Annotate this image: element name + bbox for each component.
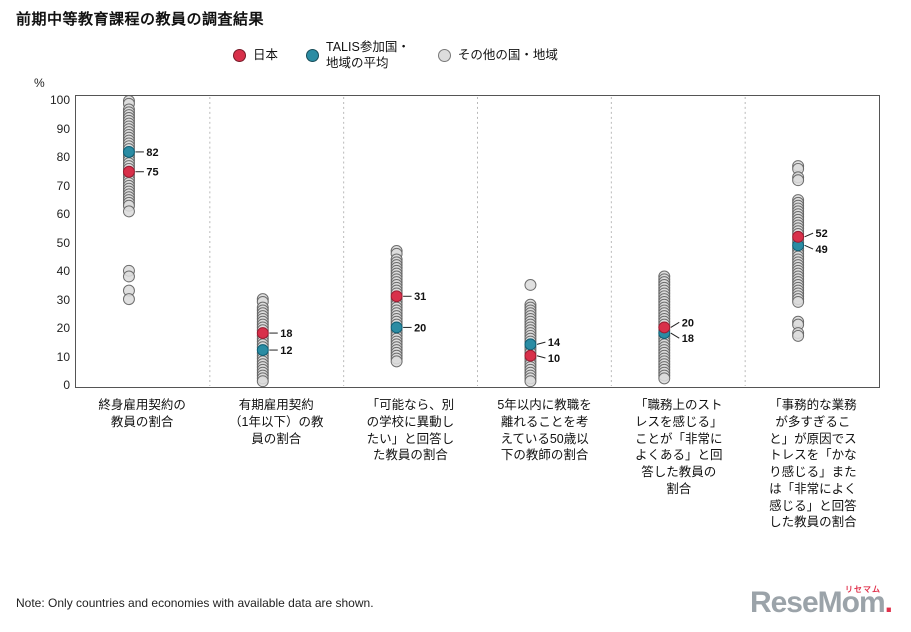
category-label: 「可能なら、別 の学校に異動し たい」と回答し た教員の割合 bbox=[366, 398, 455, 463]
data-point-japan bbox=[122, 165, 135, 178]
y-tick-label: 50 bbox=[56, 235, 70, 250]
data-point-value-label: 20 bbox=[414, 322, 426, 334]
data-point-other bbox=[122, 205, 135, 218]
data-point-japan bbox=[390, 290, 403, 303]
legend-label-japan: 日本 bbox=[253, 47, 279, 62]
data-point-other bbox=[524, 278, 537, 291]
category-label: 「職務上のスト レスを感じる」 ことが「非常に よくある」と回 答した教員の 割… bbox=[634, 398, 723, 496]
annotation-leader-line bbox=[536, 341, 546, 345]
data-point-other bbox=[524, 375, 537, 387]
data-point-talis bbox=[390, 321, 403, 334]
data-point-other bbox=[390, 355, 403, 368]
resemom-logo: リセマム ReseMom. bbox=[749, 585, 893, 619]
data-point-value-label: 12 bbox=[280, 345, 292, 357]
logo-text: ReseMom bbox=[749, 586, 886, 619]
y-axis-unit: % bbox=[34, 76, 45, 90]
y-tick-label: 20 bbox=[56, 321, 70, 335]
footnote: Note: Only countries and economies with … bbox=[16, 596, 374, 610]
category-label: 5年以内に教職を 離れることを考 えている50歳以 下の教師の割合 bbox=[497, 398, 592, 463]
data-point-other bbox=[658, 372, 671, 385]
y-tick-label: 40 bbox=[56, 264, 70, 278]
data-point-talis bbox=[524, 338, 537, 351]
y-tick-label: 30 bbox=[56, 292, 70, 307]
annotation-leader-line bbox=[804, 232, 814, 238]
legend-item-japan: 日本 bbox=[233, 48, 278, 64]
y-tick-label: 80 bbox=[56, 150, 70, 164]
data-point-japan bbox=[256, 327, 269, 340]
annotation-leader-line bbox=[804, 244, 814, 250]
annotation-leader-line bbox=[670, 332, 680, 339]
annotation-leader-line bbox=[536, 355, 546, 359]
data-point-value-label: 31 bbox=[414, 291, 426, 303]
category-label: 終身雇用契約の 教員の割合 bbox=[98, 398, 186, 429]
category-label: 「事務的な業務 が多すぎるこ と」が原因でス トレスを「かな り感じる」また は… bbox=[769, 398, 857, 530]
annotation-leader-line bbox=[670, 321, 680, 328]
data-point-value-label: 18 bbox=[682, 333, 694, 345]
data-point-japan bbox=[792, 230, 805, 243]
plot-svg: 82 75 18 12 31 20 14 10 20 18 52 49 bbox=[122, 96, 828, 387]
data-point-value-label: 49 bbox=[816, 244, 828, 256]
data-point-value-label: 14 bbox=[548, 337, 561, 349]
data-point-other bbox=[792, 329, 805, 342]
legend-item-others: その他の国・地域 bbox=[437, 47, 558, 64]
data-point-value-label: 52 bbox=[816, 228, 828, 240]
chart-plot-area: 82 75 18 12 31 20 14 10 20 18 52 49 bbox=[75, 95, 880, 388]
others-dot-icon bbox=[437, 49, 451, 63]
japan-dot-icon bbox=[233, 49, 246, 63]
data-point-other bbox=[122, 270, 135, 283]
page-title: 前期中等教育課程の教員の調査結果 bbox=[16, 11, 265, 28]
data-point-value-label: 20 bbox=[682, 317, 694, 329]
data-point-other bbox=[122, 293, 135, 306]
data-point-other bbox=[256, 375, 269, 387]
y-tick-label: 0 bbox=[63, 378, 70, 392]
data-point-japan bbox=[658, 321, 671, 334]
data-point-japan bbox=[524, 349, 537, 362]
y-tick-label: 100 bbox=[49, 93, 70, 107]
data-point-other bbox=[792, 174, 805, 187]
logo-period: . bbox=[884, 586, 893, 619]
data-point-other bbox=[792, 295, 805, 308]
logo-kana-text: リセマム bbox=[845, 585, 881, 594]
legend: 日本 TALIS参加国・ 地域の平均 その他の国・地域 bbox=[233, 40, 558, 71]
data-point-value-label: 18 bbox=[280, 328, 292, 340]
data-point-talis bbox=[256, 344, 269, 357]
data-point-talis bbox=[122, 145, 135, 158]
legend-label-talis: TALIS参加国・ 地域の平均 bbox=[326, 40, 410, 70]
legend-label-others: その他の国・地域 bbox=[457, 47, 558, 62]
legend-item-talis: TALIS参加国・ 地域の平均 bbox=[306, 40, 410, 71]
y-tick-label: 90 bbox=[56, 121, 70, 136]
y-tick-label: 70 bbox=[56, 178, 70, 193]
data-point-value-label: 82 bbox=[146, 147, 158, 159]
y-tick-label: 60 bbox=[56, 207, 70, 221]
data-point-value-label: 75 bbox=[146, 167, 158, 179]
data-point-value-label: 10 bbox=[548, 353, 560, 365]
talis-dot-icon bbox=[306, 49, 320, 63]
y-tick-label: 10 bbox=[56, 349, 70, 364]
category-label: 有期雇用契約 （1年以下）の教 員の割合 bbox=[229, 398, 324, 446]
